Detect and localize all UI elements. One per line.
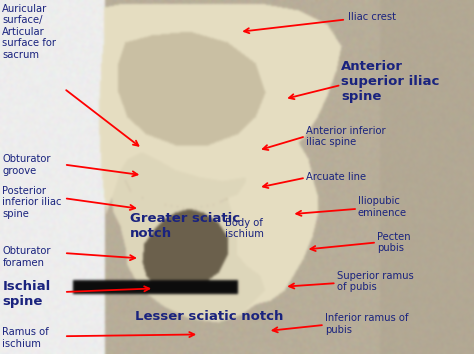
Text: Greater sciatic
notch: Greater sciatic notch	[130, 212, 240, 240]
Text: Inferior ramus of
pubis: Inferior ramus of pubis	[325, 313, 408, 335]
Text: Auricular
surface/
Articular
surface for
sacrum: Auricular surface/ Articular surface for…	[2, 4, 56, 60]
Text: Superior ramus
of pubis: Superior ramus of pubis	[337, 271, 413, 292]
Text: Lesser sciatic notch: Lesser sciatic notch	[135, 310, 283, 323]
Text: Anterior
superior iliac
spine: Anterior superior iliac spine	[341, 60, 440, 103]
Text: Arcuate line: Arcuate line	[306, 171, 366, 182]
Text: Obturator
foramen: Obturator foramen	[2, 246, 51, 268]
Text: Iliac crest: Iliac crest	[348, 12, 396, 22]
Text: Body of
ischium: Body of ischium	[225, 218, 264, 239]
Text: Posterior
inferior iliac
spine: Posterior inferior iliac spine	[2, 186, 62, 219]
Text: Ramus of
ischium: Ramus of ischium	[2, 327, 49, 349]
Text: Anterior inferior
iliac spine: Anterior inferior iliac spine	[306, 126, 385, 147]
Text: Obturator
groove: Obturator groove	[2, 154, 51, 175]
Text: Pecten
pubis: Pecten pubis	[377, 232, 410, 253]
Text: Iliopubic
eminence: Iliopubic eminence	[358, 196, 407, 218]
Text: Ischial
spine: Ischial spine	[2, 280, 51, 307]
